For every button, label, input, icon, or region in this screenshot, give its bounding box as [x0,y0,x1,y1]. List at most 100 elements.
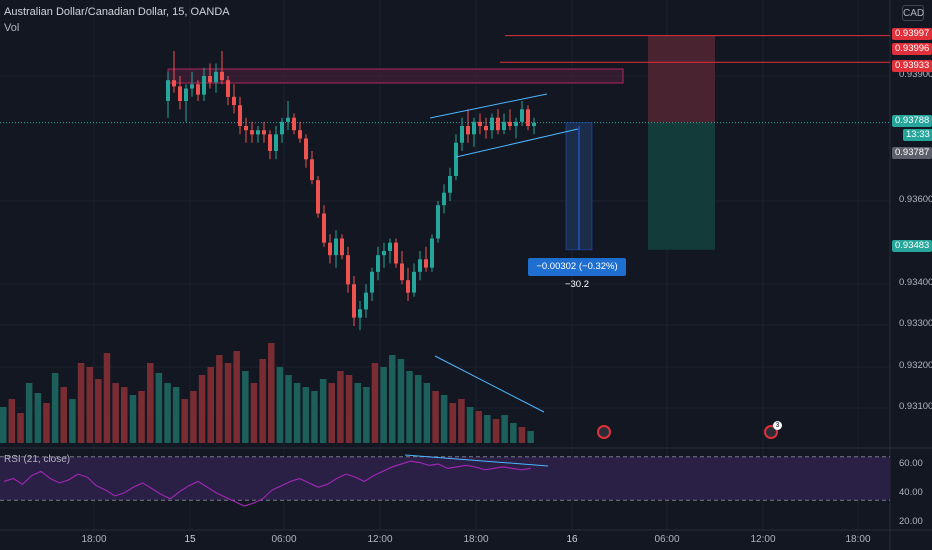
candle-body [496,117,500,131]
event-icon[interactable] [597,425,611,439]
volume-bar [458,399,465,443]
volume-bar [268,343,275,443]
volume-bar [363,387,370,443]
countdown-label: 13:33 [903,129,932,141]
candle-body [298,130,302,139]
candle-body [226,80,230,97]
volume-bar [224,363,232,443]
volume-bar [440,395,448,443]
candle-body [364,292,368,310]
volume-bar [95,379,102,443]
candle-body [508,121,512,126]
candle-body [274,134,278,151]
price-tick: 0.93300 [899,318,932,329]
volume-bar [518,427,526,443]
candle-body [310,159,314,181]
volume-bar [259,359,266,443]
rsi-band [0,456,890,501]
candle-body [280,121,284,135]
volume-bar [216,355,223,443]
time-tick: 18:00 [845,534,871,545]
price-tick: 0.93100 [899,401,932,412]
chart-title: Australian Dollar/Canadian Dollar, 15, O… [4,6,230,18]
volume-bar [345,375,353,443]
candle-body [292,117,296,131]
volume-bar [250,383,258,443]
candle-body [412,271,416,293]
candle-body [268,134,272,151]
candle-body [352,284,356,318]
candle-body [376,255,380,272]
candle-body [400,263,404,281]
channel-upper-line [429,93,548,119]
candle-body [466,126,470,135]
price-tick: 0.93600 [899,194,932,205]
volume-bar [319,379,327,443]
volume-bar [207,367,214,443]
candle-body [484,126,488,131]
volume-bar [198,375,206,443]
candle-body [208,76,212,83]
time-tick: 15 [184,534,196,545]
volume-bar [406,371,413,443]
price-tick: 0.93200 [899,360,932,371]
time-tick: 12:00 [367,534,393,545]
price-tick: 0.93900 [899,69,932,80]
candle-body [448,176,452,193]
event-count-badge: 3 [773,421,782,430]
volume-bar [129,395,137,443]
price-label-last: 0.93788 [892,115,932,127]
measure-label[interactable]: −0.00302 (−0.32%) −30.2 [528,258,626,290]
take-profit-zone [648,122,715,250]
volume-bar [0,407,7,443]
volume-bar [311,391,318,443]
candle-body [430,238,434,268]
volume-bar [17,413,24,443]
candle-body [250,130,254,135]
volume-bar [86,367,93,443]
candle-body [514,121,518,126]
volume-bar [415,375,422,443]
rsi-tick: 60.00 [899,458,923,469]
candle-body [520,109,524,122]
candle-body [436,205,440,239]
volume-divergence-line [434,355,545,413]
volume-bar [389,355,396,443]
volume-bar [242,371,249,443]
candle-body [442,192,446,206]
volume-bar [233,351,240,443]
time-tick: 06:00 [271,534,297,545]
rsi-label: RSI (21, close) [4,454,71,465]
candle-body [178,86,182,101]
volume-bar [432,391,439,443]
candle-body [418,259,422,272]
time-tick: 18:00 [81,534,107,545]
volume-bar [147,363,154,443]
volume-bar [501,415,508,443]
volume-bar [121,387,128,443]
candle-body [184,88,188,101]
candle-body [214,71,218,83]
candle-body [328,242,332,256]
volume-bar [112,383,119,443]
candle-body [262,130,266,135]
time-tick: 16 [566,534,578,545]
candle-body [424,259,428,268]
currency-button[interactable]: CAD [902,5,924,21]
candle-body [478,121,482,126]
volume-bar [510,423,517,443]
volume-bar [354,383,361,443]
candle-body [532,122,536,126]
candle-body [286,117,290,122]
candle-body [370,271,374,293]
time-tick: 18:00 [463,534,489,545]
candle-body [388,242,392,251]
volume-bar [164,383,171,443]
candle-body [322,213,326,243]
volume-bar [190,391,197,443]
price-label-stop-2: 0.93996 [892,43,932,55]
volume-bar [492,419,500,443]
candle-body [166,80,170,101]
volume-bar [43,403,50,443]
